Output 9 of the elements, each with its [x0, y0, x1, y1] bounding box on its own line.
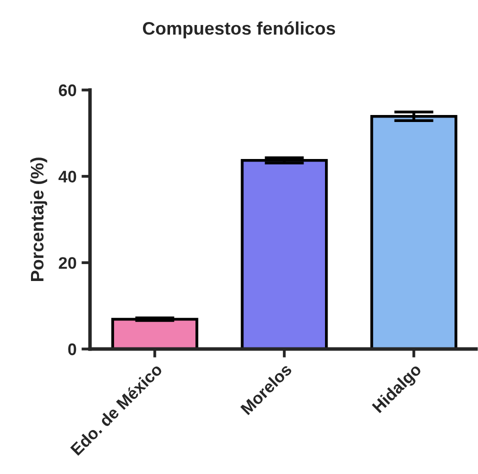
y-tick-label: 60 — [58, 84, 76, 96]
y-tick-label: 40 — [58, 170, 76, 183]
bar — [240, 158, 328, 349]
y-tick-label: 20 — [58, 257, 76, 269]
y-tick-label: 0 — [68, 343, 76, 356]
bar — [111, 318, 198, 349]
chart-title: Compuestos fenólicos — [142, 21, 336, 38]
bar — [370, 114, 458, 349]
y-axis-title: Porcentaje (%) — [30, 158, 48, 281]
